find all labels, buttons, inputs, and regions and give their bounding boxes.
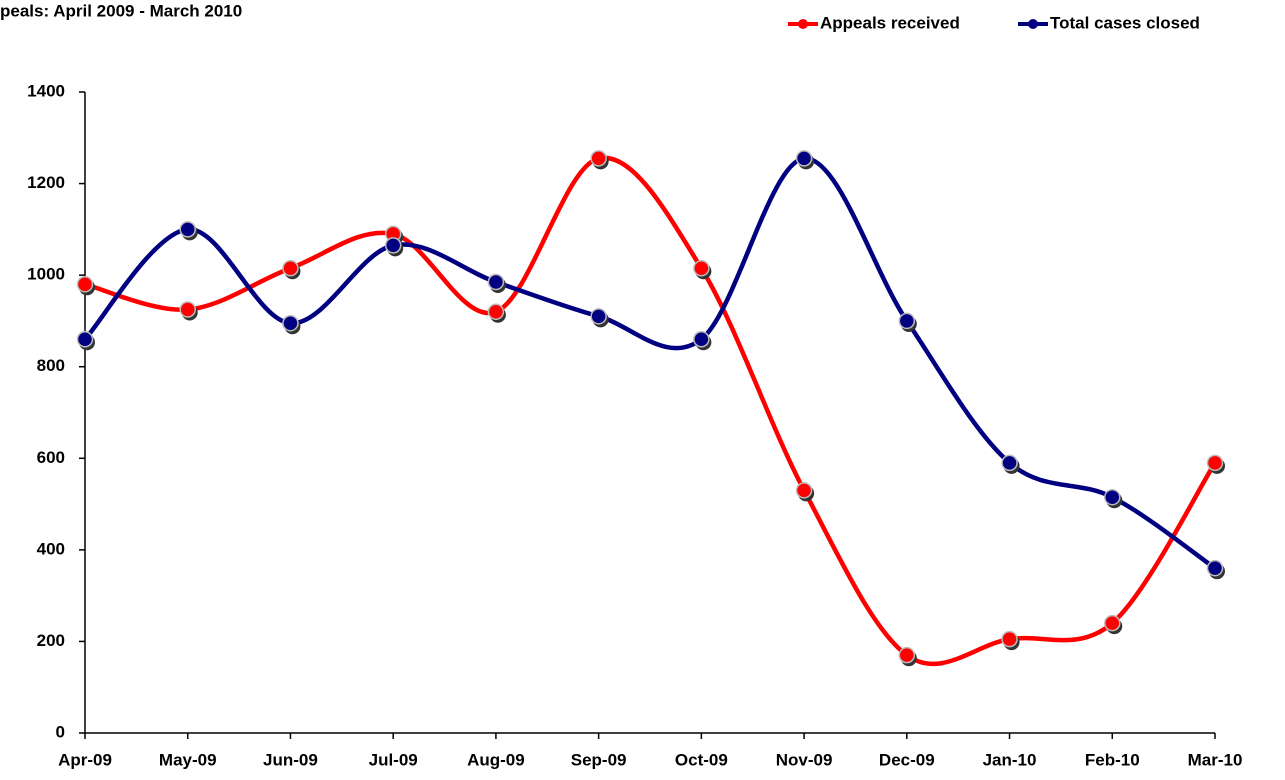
y-tick-label: 200 (37, 631, 65, 650)
series (76, 150, 1225, 580)
y-tick-label: 1200 (27, 173, 65, 192)
x-tick-label: Feb-10 (1085, 750, 1140, 769)
marker (487, 303, 505, 321)
x-tick-label: Apr-09 (58, 750, 112, 769)
series (76, 150, 1225, 667)
marker (693, 260, 710, 277)
x-tick-label: May-09 (159, 750, 217, 769)
marker (898, 646, 916, 664)
legend-label: Appeals received (820, 13, 960, 32)
x-tick-label: Oct-09 (675, 750, 728, 769)
marker (1104, 488, 1121, 506)
marker (795, 482, 813, 499)
line (84, 155, 1217, 667)
x-tick-label: Aug-09 (467, 750, 525, 769)
marker (693, 330, 710, 348)
marker (282, 260, 299, 277)
marker (1206, 559, 1224, 577)
legend-marker (798, 19, 808, 29)
y-tick-label: 800 (37, 356, 65, 375)
marker (1104, 614, 1121, 632)
legend-label: Total cases closed (1050, 13, 1200, 32)
chart-title: peals: April 2009 - March 2010 (0, 1, 242, 20)
marker (487, 273, 505, 291)
legend-marker (1028, 19, 1038, 29)
x-tick-label: Sep-09 (571, 750, 627, 769)
y-tick-label: 0 (56, 722, 65, 741)
marker (590, 150, 607, 167)
x-tick-label: Mar-10 (1188, 750, 1243, 769)
marker (1001, 454, 1018, 472)
x-tick-label: Jan-10 (983, 750, 1037, 769)
line (83, 156, 1217, 571)
y-tick-label: 600 (37, 448, 65, 467)
marker (76, 330, 94, 348)
marker (795, 150, 813, 167)
y-tick-label: 400 (37, 539, 65, 558)
x-tick-label: Jul-09 (369, 750, 418, 769)
marker (179, 221, 196, 238)
marker (590, 308, 607, 325)
marker (898, 312, 916, 330)
marker (76, 276, 94, 293)
y-tick-label: 1000 (27, 265, 65, 284)
marker (1206, 454, 1224, 472)
marker (384, 237, 402, 254)
marker (179, 301, 196, 318)
x-tick-label: Nov-09 (776, 750, 833, 769)
marker (282, 314, 299, 332)
x-tick-label: Dec-09 (879, 750, 935, 769)
x-tick-label: Jun-09 (263, 750, 318, 769)
y-tick-label: 1400 (27, 81, 65, 100)
marker (1001, 630, 1018, 648)
